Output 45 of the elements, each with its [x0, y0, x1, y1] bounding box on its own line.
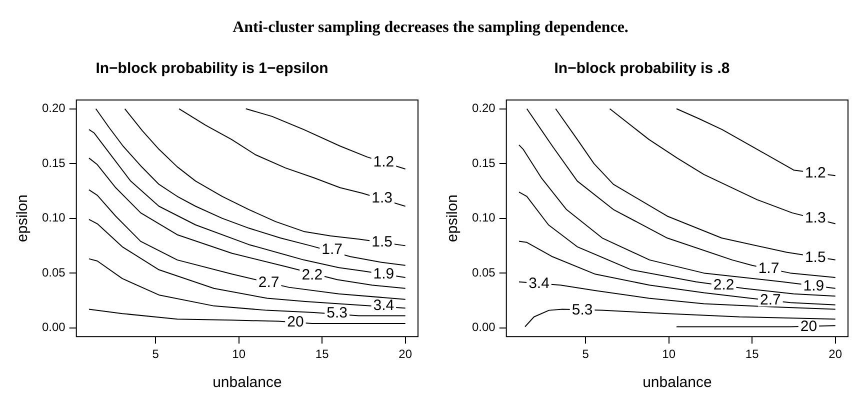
annotation: 3.4 [528, 275, 550, 292]
y-tick-label: 0.00 [472, 320, 496, 334]
x-tick-label: 5 [152, 347, 160, 362]
annotation: 1.7 [758, 260, 780, 277]
x-tick-label: 5 [582, 347, 590, 362]
annotation: 2.2 [713, 276, 734, 294]
x-axis-title: unbalance [642, 374, 712, 392]
y-tick-label: 0.10 [42, 210, 66, 225]
chart-title: In−block probability is .8 [554, 60, 730, 78]
y-tick-label: 0.20 [42, 101, 66, 116]
y-tick-label: 0.05 [42, 265, 66, 280]
annotation: 1.5 [804, 248, 826, 266]
y-tick-label: 0.15 [472, 156, 496, 170]
annotation: 1.2 [804, 164, 826, 182]
x-tick-label: 10 [662, 347, 676, 362]
y-tick-label: 0.00 [42, 320, 66, 334]
annotation: 1.3 [372, 190, 392, 207]
x-tick-label: 20 [398, 347, 412, 362]
text: Anti-cluster sampling decreases the sampling dependence. [232, 19, 628, 37]
y-axis-title: epsilon [444, 194, 462, 242]
annotation: 3.4 [373, 297, 394, 314]
annotation: 1.5 [372, 234, 392, 251]
annotation: 5.3 [572, 301, 593, 318]
annotation: 1.2 [373, 154, 394, 171]
x-tick-label: 20 [828, 347, 842, 362]
x-tick-label: 10 [232, 347, 246, 362]
chart-title: In−block probability is 1−epsilon [96, 60, 328, 78]
x-tick-label: 15 [315, 347, 330, 362]
annotation: 5.3 [326, 304, 348, 322]
annotation: 1.3 [804, 209, 826, 226]
annotation: 1.9 [803, 277, 824, 294]
y-axis-title: epsilon [14, 194, 32, 242]
y-tick-label: 0.05 [472, 265, 496, 280]
x-axis-title: unbalance [212, 374, 282, 392]
annotation: 1.7 [322, 241, 343, 258]
annotation: 1.9 [373, 265, 394, 282]
y-tick-label: 0.15 [42, 156, 66, 170]
annotation: 20 [800, 318, 818, 335]
x-tick-label: 15 [745, 347, 760, 362]
y-tick-label: 0.20 [472, 101, 496, 116]
annotation: 2.2 [302, 266, 323, 284]
annotation: 2.7 [258, 274, 280, 292]
y-tick-label: 0.10 [472, 210, 496, 225]
annotation: 2.7 [760, 292, 781, 309]
annotation: 20 [287, 314, 304, 330]
